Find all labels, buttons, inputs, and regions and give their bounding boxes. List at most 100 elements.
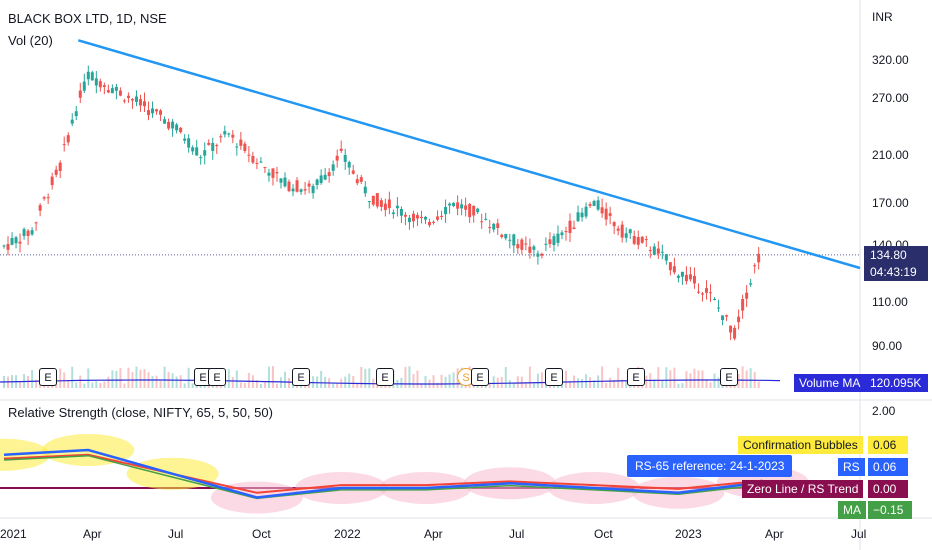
- volume-bar: [151, 376, 154, 388]
- candle-body: [219, 136, 223, 138]
- candle-body: [126, 95, 130, 98]
- earnings-marker[interactable]: E: [376, 368, 394, 386]
- volume-label[interactable]: Vol (20): [8, 33, 53, 48]
- split-marker[interactable]: S: [457, 368, 475, 386]
- volume-bar: [31, 370, 34, 388]
- time-tick: Jul: [168, 527, 184, 541]
- volume-bar: [757, 381, 760, 388]
- tag-confirmation-label: Confirmation Bubbles: [738, 436, 863, 454]
- candle-body: [391, 212, 395, 215]
- candle-body: [187, 138, 191, 148]
- volume-bar: [645, 375, 648, 388]
- price-tick: 210.00: [872, 148, 909, 162]
- volume-bar: [91, 382, 94, 388]
- volume-bar: [705, 379, 708, 388]
- volume-ma-value: 120.095K: [864, 374, 928, 392]
- currency-label: INR: [872, 10, 893, 24]
- candle-body: [660, 251, 664, 253]
- volume-bar: [693, 368, 696, 388]
- volume-bar: [420, 383, 423, 388]
- candle-body: [444, 206, 448, 215]
- volume-bar: [111, 370, 114, 388]
- candle-body: [536, 253, 540, 257]
- candle-body: [383, 203, 387, 211]
- candle-body: [183, 138, 187, 141]
- volume-bar: [697, 370, 700, 388]
- volume-bar: [235, 370, 238, 388]
- tag-rs-value: 0.06: [868, 458, 908, 476]
- volume-bar: [320, 370, 323, 388]
- volume-bar: [737, 373, 740, 388]
- candle-body: [688, 274, 692, 280]
- earnings-marker[interactable]: E: [208, 368, 226, 386]
- candle-body: [339, 148, 343, 151]
- tag-rs-label: RS: [838, 458, 865, 476]
- volume-bar: [717, 377, 720, 388]
- volume-bar: [103, 381, 106, 388]
- indicator-title[interactable]: Relative Strength (close, NIFTY, 65, 5, …: [8, 405, 273, 420]
- volume-bar: [155, 375, 158, 388]
- candle-body: [275, 172, 279, 174]
- candle-body: [70, 119, 74, 124]
- volume-bar: [657, 367, 660, 388]
- symbol-title[interactable]: BLACK BOX LTD, 1D, NSE: [8, 11, 167, 26]
- candle-body: [263, 166, 267, 168]
- candle-body: [745, 292, 749, 299]
- volume-bar: [259, 383, 262, 388]
- volume-bar: [436, 382, 439, 388]
- candle-body: [528, 246, 532, 253]
- volume-bar: [187, 367, 190, 388]
- earnings-marker[interactable]: E: [720, 368, 738, 386]
- volume-bar: [500, 376, 503, 388]
- candle-body: [10, 238, 14, 245]
- candle-body: [295, 180, 299, 192]
- volume-bar: [143, 369, 146, 388]
- time-tick: 2023: [675, 527, 702, 541]
- volume-bar: [279, 377, 282, 388]
- earnings-marker[interactable]: E: [471, 368, 489, 386]
- candle-body: [78, 90, 82, 98]
- volume-bar: [364, 368, 367, 388]
- volume-bar: [749, 368, 752, 388]
- volume-bar: [665, 367, 668, 388]
- candle-body: [407, 217, 411, 223]
- price-tick: 90.00: [872, 339, 903, 353]
- earnings-marker[interactable]: E: [292, 368, 310, 386]
- candle-body: [508, 239, 512, 241]
- candle-body: [532, 246, 536, 250]
- volume-bar: [75, 382, 78, 388]
- volume-bar: [404, 366, 407, 388]
- candle-body: [223, 131, 227, 135]
- candle-body: [428, 221, 432, 226]
- candle-body: [592, 200, 596, 206]
- candle-body: [692, 275, 696, 284]
- volume-bar: [577, 378, 580, 388]
- earnings-marker[interactable]: E: [39, 368, 57, 386]
- candle-body: [717, 307, 721, 309]
- candle-body: [560, 232, 564, 236]
- earnings-marker[interactable]: E: [194, 368, 212, 386]
- candle-body: [500, 234, 504, 238]
- earnings-marker[interactable]: E: [545, 368, 563, 386]
- candle-body: [243, 143, 247, 152]
- volume-bar: [183, 383, 186, 388]
- volume-bar: [508, 380, 511, 388]
- candle-body: [94, 78, 98, 86]
- volume-bar: [669, 370, 672, 388]
- candle-body: [464, 205, 468, 210]
- candle-body: [468, 203, 472, 218]
- candle-body: [371, 195, 375, 205]
- candle-body: [452, 202, 456, 207]
- volume-bar: [605, 382, 608, 388]
- earnings-marker[interactable]: E: [627, 368, 645, 386]
- volume-bar: [416, 370, 419, 388]
- candle-body: [303, 189, 307, 191]
- candle-body: [757, 253, 761, 263]
- volume-bar: [617, 367, 620, 388]
- candle-body: [82, 81, 86, 91]
- candle-body: [114, 86, 118, 91]
- candle-body: [102, 85, 106, 87]
- candle-body: [122, 100, 126, 102]
- volume-bar: [344, 376, 347, 388]
- candle-body: [713, 298, 717, 300]
